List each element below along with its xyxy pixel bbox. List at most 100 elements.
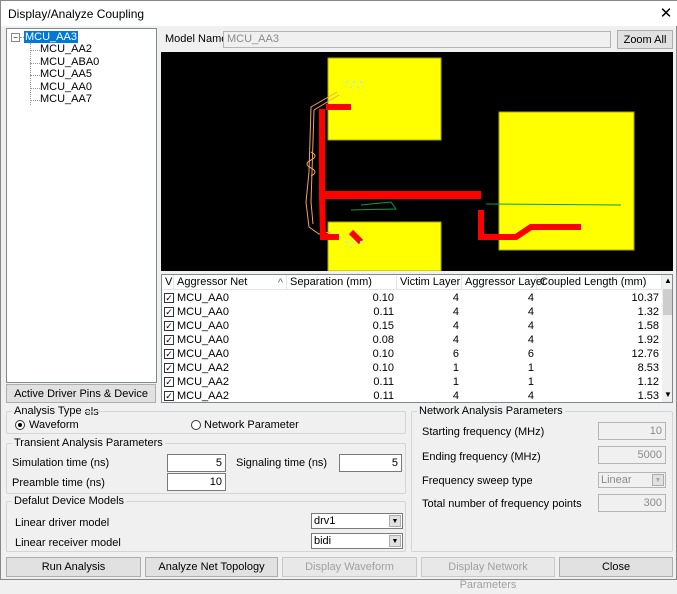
cell-sep: 0.08 <box>372 334 394 346</box>
receiver-model-select[interactable]: bidi ▼ <box>311 533 403 549</box>
table-row[interactable]: ✓ MCU_AA2 0.10 1 1 8.53 <box>162 361 662 375</box>
simulation-time-input[interactable]: 5 <box>167 454 226 472</box>
cell-victim: 4 <box>452 292 459 304</box>
row-checkbox[interactable]: ✓ <box>164 293 174 303</box>
row-checkbox[interactable]: ✓ <box>164 349 174 359</box>
cell-aggr: 1 <box>527 362 534 374</box>
tree-item[interactable]: MCU_AA0 <box>40 80 92 93</box>
table-row[interactable]: ✓ MCU_AA0 0.08 4 4 1.92 <box>162 333 662 347</box>
frequency-points-label: Total number of frequency points <box>422 498 582 510</box>
preamble-time-input[interactable]: 10 <box>167 473 226 491</box>
layout-canvas[interactable] <box>161 52 673 271</box>
sweep-type-select[interactable]: Linear ▼ <box>598 472 666 488</box>
display-waveform-button[interactable]: Display Waveform <box>282 557 417 577</box>
tree-root-item[interactable]: MCU_AA3 <box>24 31 78 43</box>
zoom-all-button[interactable]: Zoom All <box>617 30 673 49</box>
frequency-points-input[interactable]: 300 <box>598 494 666 512</box>
column-header-label: V <box>165 276 173 288</box>
tree-item[interactable]: MCU_AA2 <box>40 43 92 55</box>
other-trace <box>350 201 622 211</box>
cell-aggr: 4 <box>527 320 534 332</box>
cell-len: 1.58 <box>637 320 659 332</box>
cell-victim: 4 <box>452 334 459 346</box>
active-driver-pins-button[interactable]: Active Driver Pins & Device Models <box>6 384 156 418</box>
cell-net: MCU_AA2 <box>177 362 229 374</box>
cell-sep: 0.11 <box>373 390 394 402</box>
tree-item[interactable]: MCU_AA5 <box>40 68 92 80</box>
column-header[interactable]: V <box>162 275 174 290</box>
column-header-label: Aggressor Layer <box>465 276 546 288</box>
row-checkbox[interactable]: ✓ <box>164 391 174 401</box>
analyze-net-topology-button[interactable]: Analyze Net Topology <box>145 557 278 577</box>
table-row[interactable]: ✓ MCU_AA0 0.11 4 4 1.32 <box>162 305 662 319</box>
cell-net: MCU_AA0 <box>177 348 229 360</box>
tree-connector <box>30 62 40 64</box>
close-icon[interactable]: ✕ <box>659 5 673 22</box>
analysis-type-group: Analysis Type Waveform Network Parameter <box>6 405 406 434</box>
table-row[interactable]: ✓ MCU_AA2 0.11 4 4 1.53 <box>162 389 662 402</box>
table-row[interactable]: ✓ MCU_AA0 0.15 4 4 1.58 <box>162 319 662 333</box>
column-header-label: Separation (mm) <box>290 276 372 288</box>
row-checkbox[interactable]: ✓ <box>164 321 174 331</box>
signaling-time-input[interactable]: 5 <box>339 454 402 472</box>
cell-victim: 4 <box>452 320 459 332</box>
cell-len: 8.53 <box>637 362 659 374</box>
tree-item[interactable]: MCU_ABA0 <box>40 55 100 68</box>
tree-connector <box>30 75 40 76</box>
column-header-label: Aggressor Net <box>177 276 248 288</box>
cell-net: MCU_AA0 <box>177 306 229 318</box>
preamble-time-label: Preamble time (ns) <box>12 477 105 489</box>
column-header[interactable]: Aggressor Net ^ <box>174 275 287 290</box>
table-row[interactable]: ✓ MCU_AA0 0.10 6 6 12.76 <box>162 347 662 361</box>
receiver-model-value: bidi <box>314 535 332 547</box>
start-frequency-input[interactable]: 10 <box>598 422 666 440</box>
cell-net: MCU_AA2 <box>177 376 229 388</box>
driver-model-select[interactable]: drv1 ▼ <box>311 513 403 529</box>
chevron-down-icon[interactable]: ▼ <box>389 515 401 527</box>
column-header[interactable]: Coupled Length (mm) <box>537 275 662 290</box>
cell-len: 1.92 <box>637 334 659 346</box>
tree-item[interactable]: MCU_AA7 <box>40 93 92 105</box>
row-checkbox[interactable]: ✓ <box>164 335 174 345</box>
signaling-time-label: Signaling time (ns) <box>236 457 328 469</box>
row-checkbox[interactable]: ✓ <box>164 363 174 373</box>
simulation-time-label: Simulation time (ns) <box>12 457 110 469</box>
row-checkbox[interactable]: ✓ <box>164 377 174 387</box>
cell-aggr: 4 <box>527 306 534 318</box>
collapse-icon[interactable]: − <box>11 33 20 42</box>
close-button[interactable]: Close <box>559 557 673 577</box>
cell-net: MCU_AA0 <box>177 334 229 346</box>
row-checkbox[interactable]: ✓ <box>164 307 174 317</box>
table-scrollbar[interactable]: ▲ ▼ <box>662 275 672 402</box>
network-parameter-radio[interactable] <box>191 420 201 430</box>
end-frequency-input[interactable]: 5000 <box>598 446 666 464</box>
table-row[interactable]: ✓ MCU_AA2 0.11 1 1 1.12 <box>162 375 662 389</box>
sweep-type-label: Frequency sweep type <box>422 475 533 487</box>
transient-group: Transient Analysis Parameters Simulation… <box>6 437 406 494</box>
table-row[interactable]: ✓ MCU_AA0 0.10 4 4 10.37 <box>162 291 662 305</box>
chevron-down-icon[interactable]: ▼ <box>652 474 664 486</box>
run-analysis-button[interactable]: Run Analysis <box>6 557 141 577</box>
model-name-field[interactable]: MCU_AA3 <box>223 31 611 48</box>
column-header[interactable]: Victim Layer <box>397 275 462 290</box>
waveform-radio[interactable] <box>15 420 25 430</box>
cell-sep: 0.10 <box>372 348 394 360</box>
column-header[interactable]: Separation (mm) <box>287 275 397 290</box>
display-network-parameters-button[interactable]: Display Network Parameters <box>421 557 555 591</box>
column-header[interactable]: Aggressor Layer <box>462 275 546 290</box>
net-tree[interactable]: − MCU_AA3 MCU_AA2 MCU_ABA0 MCU_AA5 MCU_AA0 M… <box>6 28 157 383</box>
scroll-down-icon[interactable]: ▼ <box>664 390 672 399</box>
aggressor-trace <box>319 104 581 245</box>
cell-sep: 0.10 <box>372 292 394 304</box>
column-header-label: Victim Layer <box>400 276 461 288</box>
cell-sep: 0.11 <box>373 376 394 388</box>
cell-victim: 1 <box>452 362 459 374</box>
scroll-up-icon[interactable]: ▲ <box>664 276 672 285</box>
scroll-thumb[interactable] <box>663 289 672 315</box>
tree-connector <box>30 100 40 101</box>
cell-sep: 0.11 <box>373 306 394 318</box>
chevron-down-icon[interactable]: ▼ <box>389 535 401 547</box>
cell-len: 10.37 <box>631 292 659 304</box>
table-header: V Aggressor Net ^ Separation (mm) Victim Lay… <box>162 275 662 290</box>
cell-len: 1.12 <box>637 376 659 388</box>
